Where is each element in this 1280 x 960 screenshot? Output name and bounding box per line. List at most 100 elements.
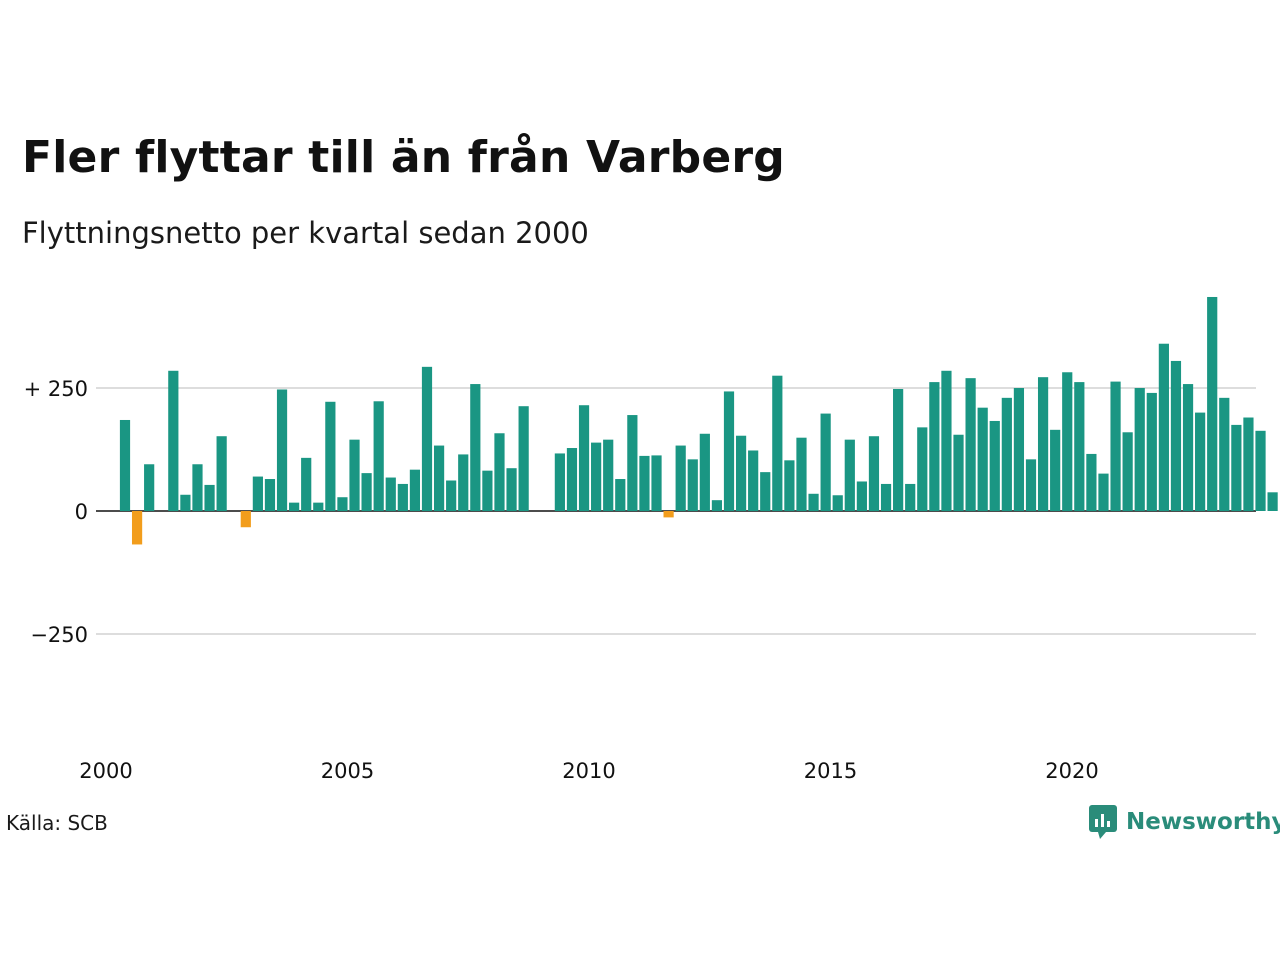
bar-2017-k2 bbox=[953, 434, 964, 511]
bars bbox=[119, 296, 1278, 545]
bar-2011-k1 bbox=[651, 455, 662, 511]
source-note: Källa: SCB bbox=[6, 811, 108, 835]
bar-2002-k1 bbox=[216, 436, 227, 511]
bar-2010-k4 bbox=[639, 455, 650, 511]
bar-2023-k3 bbox=[1255, 430, 1266, 511]
bar-2018-k1 bbox=[989, 420, 1000, 511]
newsworthy-logo-icon bbox=[1089, 805, 1117, 839]
bar-2004-k1 bbox=[313, 502, 324, 511]
bar-2015-k2 bbox=[856, 481, 867, 511]
bar-2012-k3 bbox=[723, 391, 735, 511]
bar-2022-k3 bbox=[1207, 296, 1218, 511]
x-tick-label: 2015 bbox=[804, 759, 857, 783]
bar-2010-k1 bbox=[603, 439, 614, 511]
bar-2004-k3 bbox=[337, 497, 348, 511]
bar-2008-k1 bbox=[506, 468, 517, 511]
bar-2016-k3 bbox=[917, 427, 928, 511]
chart-subtitle: Flyttningsnetto per kvartal sedan 2000 bbox=[22, 216, 589, 250]
bar-2015-k3 bbox=[868, 436, 880, 511]
bar-2022-k2 bbox=[1195, 412, 1206, 511]
bar-2011-k4 bbox=[687, 459, 698, 511]
bar-2018-k4 bbox=[1025, 459, 1037, 511]
bar-2005-k1 bbox=[361, 473, 372, 511]
bar-2007-k1 bbox=[458, 454, 469, 511]
x-tick-label: 2005 bbox=[321, 759, 374, 783]
bar-2013-k2 bbox=[760, 472, 771, 511]
bar-2021-k4 bbox=[1170, 360, 1182, 511]
bar-2003-k4 bbox=[301, 457, 312, 511]
bar-2006-k4 bbox=[446, 480, 457, 511]
bar-2021-k1 bbox=[1134, 388, 1145, 511]
bar-2019-k2 bbox=[1050, 429, 1061, 511]
bar-2019-k1 bbox=[1037, 377, 1049, 511]
bar-2009-k1 bbox=[554, 453, 565, 511]
bar-2002-k4 bbox=[252, 476, 263, 511]
bar-2020-k2 bbox=[1098, 473, 1109, 511]
bar-2005-k4 bbox=[397, 483, 408, 511]
bar-2006-k3 bbox=[433, 445, 445, 511]
bar-2010-k3 bbox=[627, 415, 638, 511]
bar-2014-k2 bbox=[808, 493, 819, 511]
bar-2015-k1 bbox=[844, 439, 855, 511]
brand-name: Newsworthy bbox=[1126, 809, 1280, 835]
bar-2013-k4 bbox=[784, 460, 795, 511]
bar-2009-k2 bbox=[566, 448, 578, 511]
y-tick-label: 0 bbox=[75, 500, 88, 524]
bar-2016-k4 bbox=[929, 382, 940, 511]
y-tick-label: + 250 bbox=[24, 377, 88, 401]
bar-2002-k3 bbox=[240, 511, 251, 528]
bar-2009-k3 bbox=[578, 405, 590, 511]
bar-2017-k4 bbox=[977, 407, 988, 511]
axis-labels: + 250 0 −250 2000 2005 2010 2015 2020 bbox=[24, 377, 1099, 783]
bar-2004-k4 bbox=[349, 439, 360, 511]
bar-2005-k3 bbox=[385, 477, 396, 511]
bar-2001-k3 bbox=[192, 464, 203, 511]
x-tick-label: 2020 bbox=[1045, 759, 1098, 783]
bar-2019-k4 bbox=[1074, 382, 1085, 511]
bar-2012-k2 bbox=[711, 500, 723, 511]
bar-2013-k1 bbox=[748, 450, 759, 511]
bar-2017-k1 bbox=[941, 370, 952, 511]
chart-title: Fler flyttar till än från Varberg bbox=[22, 132, 785, 183]
bar-2003-k1 bbox=[264, 479, 276, 511]
x-tick-label: 2010 bbox=[562, 759, 615, 783]
bar-2018-k2 bbox=[1001, 397, 1012, 511]
bar-2021-k3 bbox=[1158, 343, 1169, 511]
bar-2011-k3 bbox=[675, 445, 686, 511]
bar-2023-k2 bbox=[1243, 417, 1254, 511]
bar-2023-k4 bbox=[1267, 492, 1278, 511]
bar-2012-k1 bbox=[699, 433, 710, 511]
bar-2006-k2 bbox=[421, 366, 433, 511]
bar-2008-k2 bbox=[518, 406, 529, 511]
bar-2000-k2 bbox=[131, 511, 143, 545]
bar-2000-k3 bbox=[144, 464, 155, 511]
bar-2021-k2 bbox=[1146, 392, 1157, 511]
bar-2001-k1 bbox=[168, 370, 179, 511]
bar-2020-k3 bbox=[1110, 381, 1121, 511]
bar-2016-k2 bbox=[905, 483, 916, 511]
bar-2020-k1 bbox=[1086, 453, 1097, 511]
bar-2022-k4 bbox=[1219, 397, 1230, 511]
x-tick-label: 2000 bbox=[79, 759, 132, 783]
bar-2017-k3 bbox=[965, 378, 976, 511]
bar-2013-k3 bbox=[772, 375, 783, 511]
bar-2004-k2 bbox=[325, 401, 336, 511]
bar-2012-k4 bbox=[735, 435, 747, 511]
bar-2019-k3 bbox=[1062, 372, 1073, 511]
bar-2014-k3 bbox=[820, 413, 831, 511]
bar-2010-k2 bbox=[615, 479, 626, 511]
bar-2007-k3 bbox=[482, 470, 493, 511]
bar-2003-k2 bbox=[276, 389, 288, 511]
bar-2006-k1 bbox=[409, 469, 421, 511]
bar-2022-k1 bbox=[1182, 384, 1194, 511]
bar-2001-k4 bbox=[204, 484, 215, 511]
bar-2015-k4 bbox=[880, 483, 892, 511]
bar-2018-k3 bbox=[1013, 388, 1025, 511]
newsworthy-logo: Newsworthy bbox=[1088, 804, 1280, 840]
bar-2005-k2 bbox=[373, 401, 384, 511]
bar-2003-k3 bbox=[289, 502, 300, 511]
bar-2001-k2 bbox=[180, 494, 191, 511]
bar-2011-k2 bbox=[663, 511, 674, 518]
y-tick-label: −250 bbox=[30, 623, 88, 647]
